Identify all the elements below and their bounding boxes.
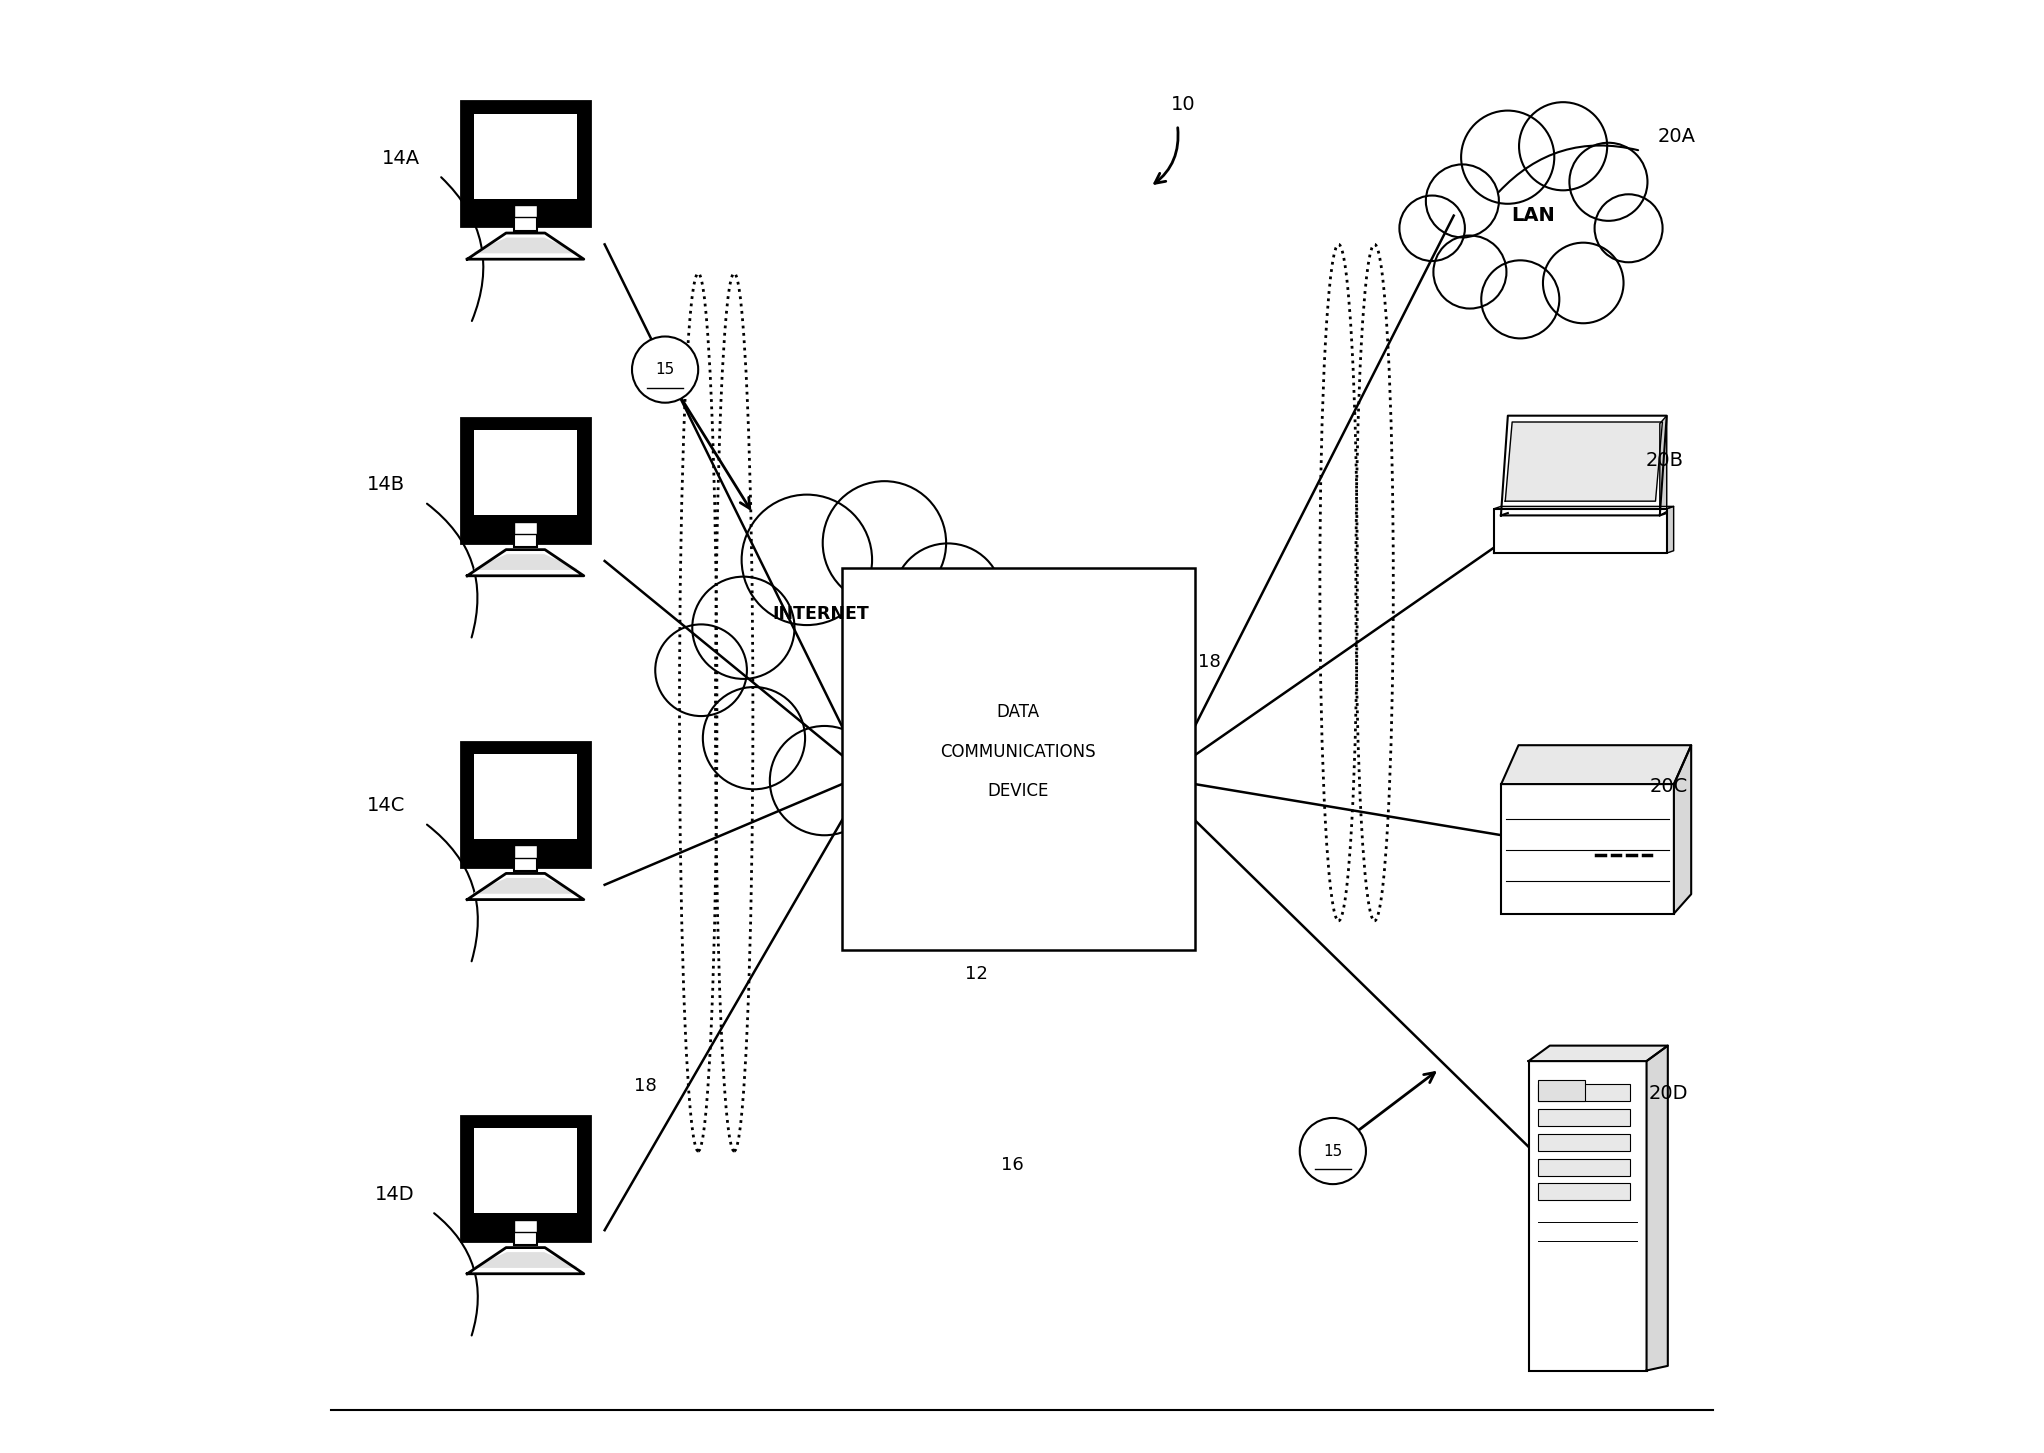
Circle shape: [693, 577, 795, 679]
Text: 18: 18: [634, 1077, 656, 1096]
Polygon shape: [1660, 416, 1666, 516]
FancyBboxPatch shape: [513, 212, 538, 231]
Text: INTERNET: INTERNET: [773, 606, 869, 623]
Circle shape: [1594, 195, 1662, 263]
FancyBboxPatch shape: [1537, 1109, 1629, 1126]
FancyBboxPatch shape: [513, 853, 538, 872]
Text: 16: 16: [1002, 1157, 1024, 1174]
FancyBboxPatch shape: [474, 754, 576, 838]
Polygon shape: [468, 232, 585, 259]
Text: DEVICE: DEVICE: [987, 782, 1049, 801]
Circle shape: [656, 625, 746, 716]
Circle shape: [771, 726, 879, 835]
Circle shape: [1570, 142, 1647, 221]
Circle shape: [1482, 260, 1560, 339]
Text: 14C: 14C: [368, 796, 405, 815]
FancyBboxPatch shape: [1537, 1158, 1629, 1175]
FancyBboxPatch shape: [474, 430, 576, 516]
FancyBboxPatch shape: [513, 522, 538, 535]
Polygon shape: [1494, 507, 1674, 509]
Text: 18: 18: [1198, 652, 1220, 671]
FancyBboxPatch shape: [460, 1116, 591, 1241]
FancyBboxPatch shape: [513, 1228, 538, 1245]
Text: COMMUNICATIONS: COMMUNICATIONS: [940, 744, 1096, 761]
Polygon shape: [474, 879, 576, 894]
Polygon shape: [1504, 421, 1662, 501]
FancyBboxPatch shape: [1537, 1183, 1629, 1200]
Polygon shape: [1500, 745, 1690, 785]
Text: 14D: 14D: [374, 1184, 415, 1203]
Polygon shape: [468, 549, 585, 575]
Circle shape: [1433, 235, 1506, 308]
Polygon shape: [1674, 745, 1690, 914]
Text: 20B: 20B: [1645, 450, 1684, 469]
Ellipse shape: [728, 567, 957, 757]
FancyBboxPatch shape: [1537, 1133, 1629, 1151]
Text: 15: 15: [1322, 1144, 1343, 1158]
Polygon shape: [1666, 507, 1674, 554]
Text: 20C: 20C: [1650, 777, 1688, 796]
Polygon shape: [468, 1248, 585, 1274]
Polygon shape: [1494, 509, 1666, 554]
Circle shape: [742, 494, 873, 625]
Polygon shape: [1529, 1046, 1668, 1061]
Circle shape: [1300, 1117, 1365, 1184]
Polygon shape: [468, 873, 585, 899]
FancyBboxPatch shape: [513, 1219, 538, 1232]
FancyBboxPatch shape: [513, 529, 538, 548]
Circle shape: [893, 543, 1002, 652]
Circle shape: [703, 687, 805, 789]
Polygon shape: [474, 555, 576, 570]
FancyBboxPatch shape: [1537, 1080, 1586, 1101]
Circle shape: [824, 481, 946, 604]
Circle shape: [1427, 164, 1498, 237]
Text: LAN: LAN: [1511, 206, 1555, 225]
Circle shape: [1400, 196, 1466, 262]
FancyBboxPatch shape: [460, 102, 591, 227]
Circle shape: [856, 699, 969, 812]
Polygon shape: [1500, 416, 1666, 516]
Text: 14B: 14B: [368, 475, 405, 494]
Polygon shape: [474, 238, 576, 253]
Text: 15: 15: [656, 362, 675, 378]
Text: 14A: 14A: [382, 148, 419, 167]
Text: 20D: 20D: [1650, 1084, 1688, 1103]
FancyBboxPatch shape: [460, 418, 591, 543]
Text: 10: 10: [1171, 96, 1196, 115]
Text: 20A: 20A: [1658, 126, 1697, 145]
Circle shape: [632, 337, 699, 402]
Circle shape: [1461, 110, 1553, 203]
Circle shape: [1519, 102, 1607, 190]
FancyBboxPatch shape: [1500, 785, 1674, 914]
FancyBboxPatch shape: [1537, 1084, 1629, 1101]
Text: 12: 12: [965, 965, 987, 984]
FancyBboxPatch shape: [474, 113, 576, 199]
FancyBboxPatch shape: [842, 568, 1194, 950]
FancyBboxPatch shape: [1529, 1061, 1647, 1370]
Polygon shape: [1494, 507, 1674, 509]
Circle shape: [928, 623, 1024, 718]
FancyBboxPatch shape: [513, 846, 538, 857]
FancyBboxPatch shape: [513, 205, 538, 218]
FancyBboxPatch shape: [460, 741, 591, 866]
Text: DATA: DATA: [995, 703, 1038, 721]
Polygon shape: [1647, 1046, 1668, 1370]
Polygon shape: [474, 1252, 576, 1267]
FancyBboxPatch shape: [474, 1128, 576, 1213]
Ellipse shape: [1451, 161, 1615, 285]
Circle shape: [1543, 243, 1623, 323]
